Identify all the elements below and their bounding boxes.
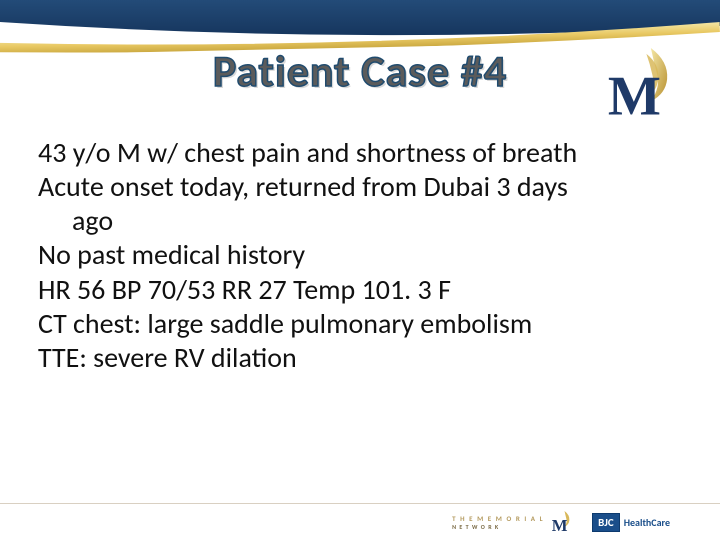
bjc-logo: BJC HealthCare — [586, 511, 676, 534]
body-line: Acute onset today, returned from Dubai 3… — [38, 170, 676, 204]
slide: Patient Case #4 M 43 y/o M w/ chest pain… — [0, 0, 720, 540]
bjc-text: HealthCare — [624, 516, 670, 529]
memorial-mini-icon: M — [550, 511, 572, 533]
body-line: HR 56 BP 70/53 RR 27 Temp 101. 3 F — [38, 273, 676, 307]
svg-text:M: M — [608, 66, 661, 122]
body-line: TTE: severe RV dilation — [38, 341, 676, 375]
memorial-top-text: T H E M E M O R I A L — [452, 514, 544, 523]
bjc-box: BJC — [592, 513, 620, 532]
slide-footer: T H E M E M O R I A L N E T W O R K M BJ… — [0, 504, 720, 540]
body-line: CT chest: large saddle pulmonary embolis… — [38, 307, 676, 341]
memorial-network-text: T H E M E M O R I A L N E T W O R K — [452, 514, 544, 531]
svg-text:M: M — [552, 516, 568, 533]
slide-body: 43 y/o M w/ chest pain and shortness of … — [38, 136, 676, 375]
body-line: No past medical history — [38, 238, 676, 272]
body-line: ago — [38, 204, 676, 238]
memorial-network-logo: T H E M E M O R I A L N E T W O R K M — [452, 511, 572, 533]
slide-header: Patient Case #4 M — [0, 0, 720, 120]
body-line: 43 y/o M w/ chest pain and shortness of … — [38, 136, 676, 170]
memorial-bottom-text: N E T W O R K — [452, 523, 544, 531]
memorial-logo-icon: M — [602, 48, 676, 122]
